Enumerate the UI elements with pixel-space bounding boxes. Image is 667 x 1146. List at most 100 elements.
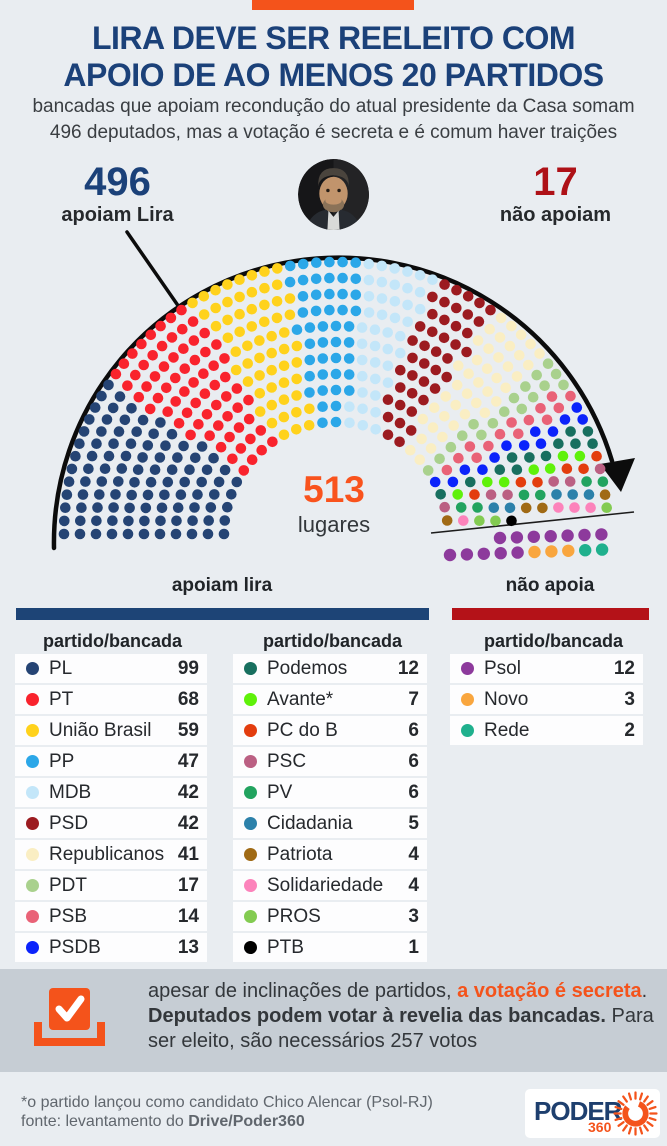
note-seg-5: Para ser eleito, são necessários 257 vot… [148, 1005, 654, 1052]
party-color-dot [26, 755, 39, 768]
seat-dot [160, 440, 171, 452]
seat-dot [395, 347, 406, 359]
seat-dot [278, 377, 290, 389]
seat-dot [425, 443, 437, 454]
seat-dot [170, 396, 181, 407]
seat-dot [451, 379, 463, 391]
seat-dot [156, 340, 168, 352]
seat-dot [161, 382, 172, 394]
seat-dot [477, 464, 488, 476]
party-row: PDT 17 [15, 871, 207, 900]
seat-dot [370, 407, 381, 418]
seat-dot [337, 288, 348, 300]
seat-dot [595, 543, 609, 556]
oppose-count: 17 [533, 160, 578, 204]
seat-dot [271, 279, 283, 291]
seat-dot [416, 433, 427, 445]
seat-dot [389, 312, 401, 324]
seat-dot [324, 304, 335, 316]
seat-dot [96, 390, 107, 402]
seat-dot [304, 338, 316, 350]
seat-dot [230, 364, 242, 376]
seat-dot [485, 304, 496, 316]
party-color-dot [26, 693, 39, 706]
seat-dot [190, 452, 201, 464]
party-row: Republicanos 41 [15, 840, 207, 869]
seat-dot [537, 502, 548, 514]
seat-dot [520, 502, 532, 514]
support-count: 496 [84, 160, 151, 204]
party-color-dot [461, 724, 474, 737]
seat-dot [477, 547, 490, 560]
seat-dot [472, 335, 484, 346]
seat-dot [553, 502, 564, 513]
party-row: Patriota 4 [233, 840, 427, 869]
party-seats: 14 [177, 905, 199, 927]
seat-dot [141, 381, 152, 392]
seat-dot [297, 274, 309, 286]
seat-dot [469, 489, 480, 500]
seat-dot [451, 284, 462, 296]
party-name: MDB [49, 781, 92, 803]
seat-dot [418, 394, 429, 406]
seat-dot [337, 272, 348, 284]
seat-dot [254, 388, 266, 399]
seat-dot [278, 411, 290, 423]
seat-dot [213, 476, 225, 488]
column-header-1: partido/bancada [43, 631, 183, 651]
seat-dot [562, 544, 575, 557]
seat-dot [578, 463, 589, 475]
party-name: Novo [484, 688, 529, 710]
seat-dot [127, 348, 138, 359]
seat-dot [577, 414, 588, 425]
seat-dot [179, 386, 190, 397]
seat-dot [463, 368, 474, 380]
seat-dot [266, 382, 278, 393]
seat-dot [142, 440, 154, 451]
party-name: PL [49, 657, 73, 679]
party-row: Rede 2 [450, 716, 643, 745]
seat-dot [553, 438, 564, 450]
poder360-sunburst-icon [613, 1091, 658, 1136]
seat-dot [234, 308, 245, 320]
seat-dot [430, 346, 442, 358]
seat-dot [406, 388, 418, 399]
party-row: União Brasil 59 [15, 716, 207, 745]
seat-dot [427, 291, 438, 303]
seat-dot [414, 321, 426, 332]
seat-dot [154, 452, 166, 463]
seat-dot [201, 409, 213, 420]
party-color-dot [244, 662, 257, 675]
seat-dot [149, 464, 161, 476]
seat-dot [501, 440, 512, 452]
party-seats: 6 [408, 719, 419, 741]
seat-dot [256, 444, 268, 456]
seat-dot [500, 382, 512, 394]
seat-dot [525, 338, 536, 350]
seat-dot [103, 450, 115, 462]
seat-dot [189, 354, 201, 366]
party-name: PV [267, 781, 293, 803]
seat-dot [337, 256, 348, 268]
seat-dot [439, 501, 451, 513]
seat-dot [330, 400, 342, 412]
oppose-party-list: Psol 12 Novo 3 Rede 2 [450, 654, 643, 745]
party-seats: 5 [408, 812, 419, 834]
seat-dot [414, 286, 426, 298]
seat-dot [91, 515, 102, 527]
seat-dot [198, 309, 210, 320]
seat-dot [376, 276, 388, 288]
seat-dot [343, 337, 355, 348]
seat-dot [559, 414, 571, 425]
party-row: PP 47 [15, 747, 207, 776]
seat-dot [535, 489, 546, 501]
party-color-dot [26, 910, 39, 923]
seat-dot [468, 419, 479, 430]
party-row: PC do B 6 [233, 716, 427, 745]
seat-dot [304, 370, 316, 382]
seat-dot [317, 401, 328, 413]
seat-dot [170, 372, 181, 384]
seat-dot [363, 291, 375, 302]
seat-dot [70, 450, 81, 462]
seat-dot [215, 441, 227, 453]
